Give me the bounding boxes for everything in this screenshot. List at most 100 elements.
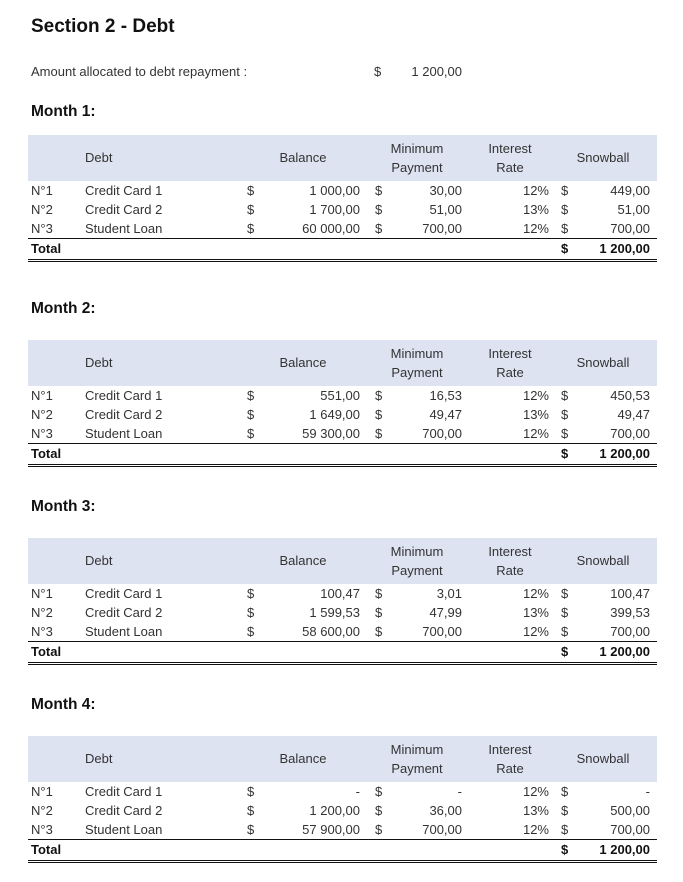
min-payment-currency: $: [375, 388, 383, 403]
balance-value[interactable]: 57 900,00: [302, 822, 360, 837]
snowball-value[interactable]: 500,00: [610, 803, 650, 818]
balance-value[interactable]: 60 000,00: [302, 221, 360, 236]
min-payment-currency: $: [375, 784, 383, 799]
min-payment-value[interactable]: 16,53: [429, 388, 462, 403]
balance-currency: $: [247, 624, 255, 639]
balance-value[interactable]: 1 649,00: [309, 407, 360, 422]
debt-name[interactable]: Credit Card 1: [85, 183, 163, 198]
month-title: Month 4:: [31, 696, 96, 713]
snowball-value[interactable]: 100,47: [610, 586, 650, 601]
debt-name[interactable]: Credit Card 1: [85, 388, 163, 403]
interest-rate-value[interactable]: 13%: [522, 407, 549, 422]
table-row: N°3 Student Loan $58 600,00 $700,00 12% $700,…: [28, 622, 657, 641]
snowball-currency: $: [561, 803, 569, 818]
balance-value[interactable]: -: [355, 784, 360, 799]
snowball-value[interactable]: 450,53: [610, 388, 650, 403]
balance-value[interactable]: 551,00: [320, 388, 360, 403]
balance-value[interactable]: 1 700,00: [309, 202, 360, 217]
min-payment-value[interactable]: 36,00: [429, 803, 462, 818]
balance-value[interactable]: 1 200,00: [309, 803, 360, 818]
debt-name[interactable]: Student Loan: [85, 822, 163, 837]
min-payment-value[interactable]: 51,00: [429, 202, 462, 217]
header-debt: Debt: [85, 150, 113, 165]
debt-name[interactable]: Student Loan: [85, 221, 163, 236]
min-payment-value[interactable]: 47,99: [429, 605, 462, 620]
snowball-value[interactable]: -: [645, 784, 650, 799]
header-interest-line1: Interest: [488, 141, 532, 156]
row-number: N°1: [31, 183, 53, 198]
snowball-value[interactable]: 700,00: [610, 426, 650, 441]
table-header: Debt Balance Minimum Payment Interest Rate Sno…: [28, 736, 657, 782]
min-payment-value[interactable]: -: [457, 784, 462, 799]
interest-rate-value[interactable]: 13%: [522, 803, 549, 818]
balance-value[interactable]: 1 599,53: [309, 605, 360, 620]
interest-rate-value[interactable]: 13%: [522, 605, 549, 620]
min-payment-currency: $: [375, 822, 383, 837]
header-snowball: Snowball: [576, 150, 630, 165]
interest-rate-value[interactable]: 12%: [522, 426, 549, 441]
balance-currency: $: [247, 183, 255, 198]
interest-rate-value[interactable]: 12%: [522, 624, 549, 639]
min-payment-value[interactable]: 700,00: [422, 221, 462, 236]
snowball-currency: $: [561, 426, 569, 441]
snowball-value[interactable]: 700,00: [610, 221, 650, 236]
min-payment-value[interactable]: 49,47: [429, 407, 462, 422]
balance-currency: $: [247, 822, 255, 837]
debt-name[interactable]: Credit Card 2: [85, 803, 163, 818]
balance-currency: $: [247, 202, 255, 217]
total-label: Total: [31, 842, 62, 857]
snowball-value[interactable]: 51,00: [617, 202, 650, 217]
debt-name[interactable]: Credit Card 1: [85, 586, 163, 601]
row-number: N°3: [31, 426, 53, 441]
min-payment-value[interactable]: 700,00: [422, 822, 462, 837]
table-row: N°1 Credit Card 1 $551,00 $16,53 12% $450,53: [28, 386, 657, 405]
allocation-value[interactable]: 1 200,00: [411, 64, 462, 79]
month-title: Month 2:: [31, 300, 96, 317]
header-debt: Debt: [85, 553, 113, 568]
snowball-value[interactable]: 399,53: [610, 605, 650, 620]
row-number: N°1: [31, 586, 53, 601]
debt-name[interactable]: Credit Card 1: [85, 784, 163, 799]
interest-rate-value[interactable]: 13%: [522, 202, 549, 217]
header-interest-line2: Rate: [496, 563, 524, 578]
min-payment-currency: $: [375, 202, 383, 217]
total-row: Total $1 200,00: [28, 238, 657, 262]
min-payment-value[interactable]: 30,00: [429, 183, 462, 198]
balance-value[interactable]: 59 300,00: [302, 426, 360, 441]
snowball-value[interactable]: 49,47: [617, 407, 650, 422]
snowball-value[interactable]: 700,00: [610, 624, 650, 639]
interest-rate-value[interactable]: 12%: [522, 183, 549, 198]
table-row: N°3 Student Loan $59 300,00 $700,00 12% $700,…: [28, 424, 657, 443]
table-row: N°2 Credit Card 2 $1 649,00 $49,47 13% $49,47: [28, 405, 657, 424]
min-payment-value[interactable]: 700,00: [422, 624, 462, 639]
debt-name[interactable]: Credit Card 2: [85, 202, 163, 217]
total-row: Total $1 200,00: [28, 839, 657, 863]
debt-table: Debt Balance Minimum Payment Interest Rate Sno…: [28, 340, 657, 467]
snowball-currency: $: [561, 586, 569, 601]
interest-rate-value[interactable]: 12%: [522, 784, 549, 799]
debt-table: Debt Balance Minimum Payment Interest Rate Sno…: [28, 135, 657, 262]
header-interest-line2: Rate: [496, 365, 524, 380]
debt-name[interactable]: Credit Card 2: [85, 407, 163, 422]
min-payment-currency: $: [375, 586, 383, 601]
min-payment-value[interactable]: 3,01: [436, 586, 462, 601]
min-payment-value[interactable]: 700,00: [422, 426, 462, 441]
snowball-value[interactable]: 700,00: [610, 822, 650, 837]
debt-name[interactable]: Student Loan: [85, 426, 163, 441]
debt-name[interactable]: Credit Card 2: [85, 605, 163, 620]
interest-rate-value[interactable]: 12%: [522, 586, 549, 601]
debt-name[interactable]: Student Loan: [85, 624, 163, 639]
balance-value[interactable]: 100,47: [320, 586, 360, 601]
table-row: N°1 Credit Card 1 $100,47 $3,01 12% $100,47: [28, 584, 657, 603]
balance-currency: $: [247, 388, 255, 403]
total-currency: $: [561, 842, 569, 857]
interest-rate-value[interactable]: 12%: [522, 822, 549, 837]
total-value: 1 200,00: [599, 446, 650, 461]
snowball-value[interactable]: 449,00: [610, 183, 650, 198]
total-currency: $: [561, 644, 569, 659]
interest-rate-value[interactable]: 12%: [522, 221, 549, 236]
interest-rate-value[interactable]: 12%: [522, 388, 549, 403]
header-min-payment-line2: Payment: [391, 761, 443, 776]
balance-value[interactable]: 1 000,00: [309, 183, 360, 198]
balance-value[interactable]: 58 600,00: [302, 624, 360, 639]
